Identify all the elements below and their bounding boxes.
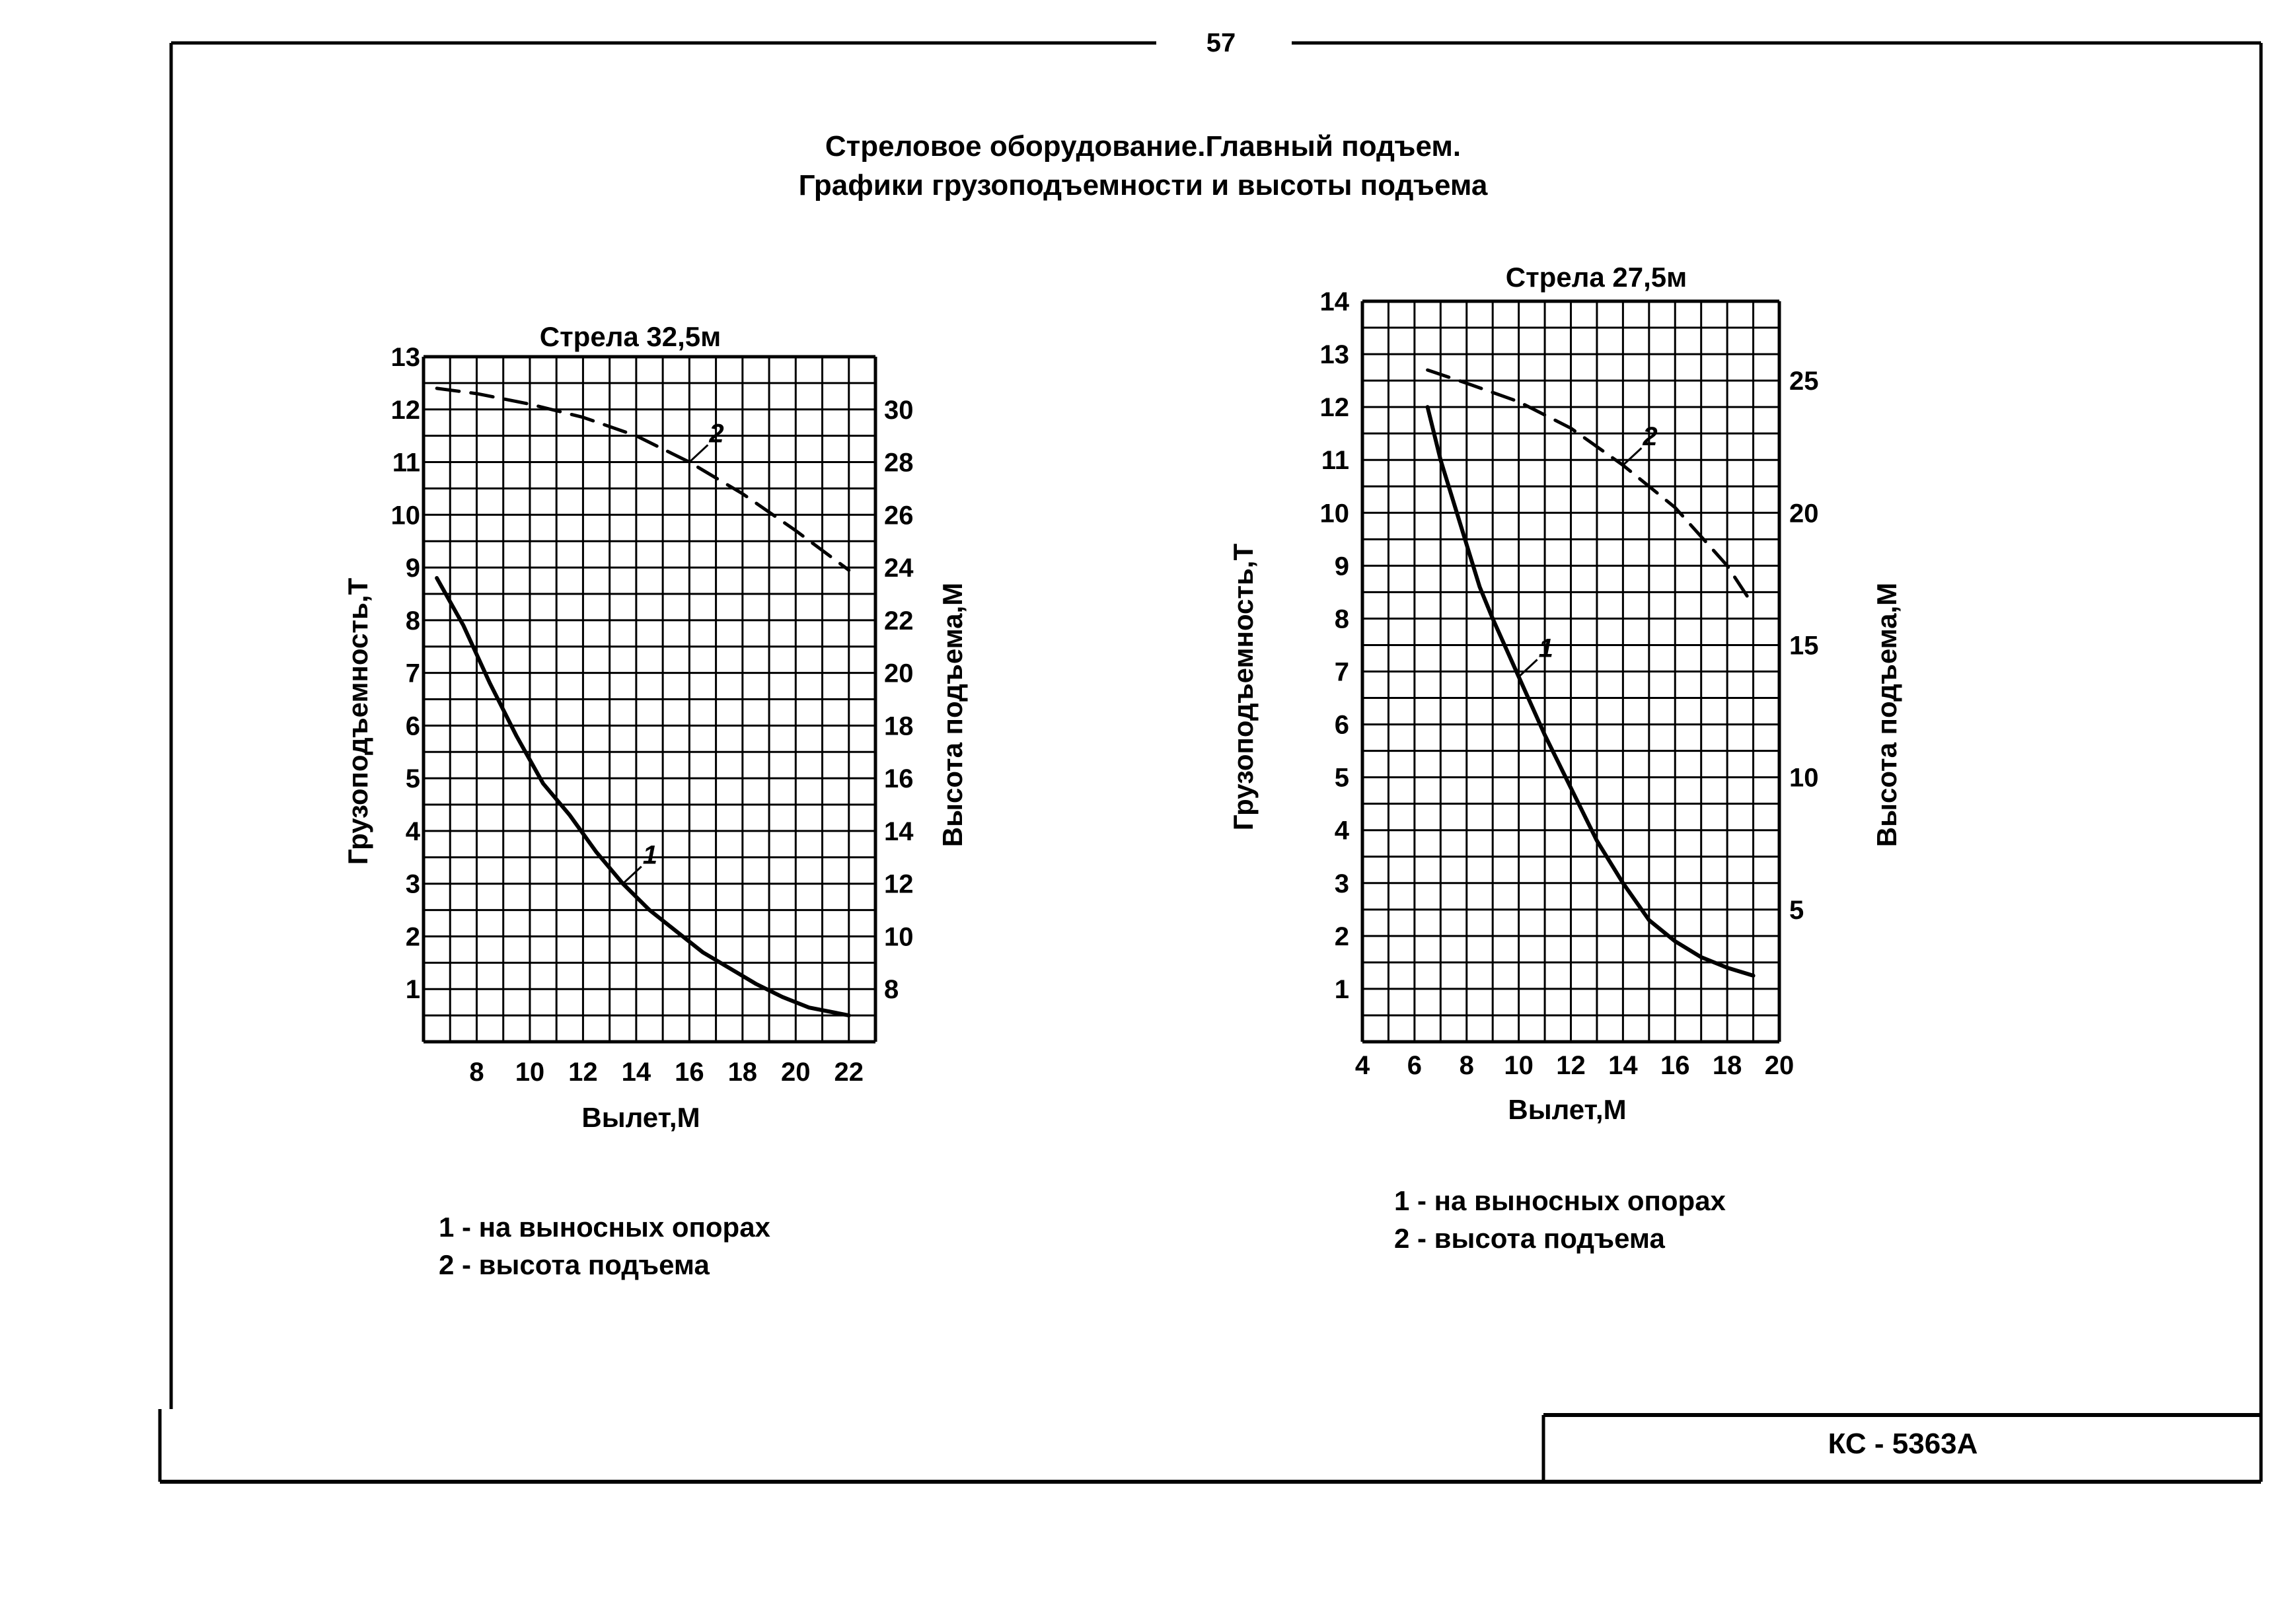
y-tick-label: 10 bbox=[1320, 499, 1350, 528]
chart-title: Стрела 27,5м bbox=[1506, 262, 1687, 293]
series-line-2 bbox=[1426, 368, 1756, 607]
chart-ticks: 4 6 8 10 12 14 16 18 201234567891011121314510152… bbox=[1320, 287, 1819, 1080]
series-label-1: 1 bbox=[1539, 634, 1553, 663]
x-tick-label: 10 bbox=[515, 1058, 545, 1087]
y2-tick-label: 10 bbox=[884, 922, 914, 951]
y2-tick-label: 28 bbox=[884, 449, 914, 478]
y2-tick-label: 20 bbox=[1789, 499, 1819, 528]
chart-series: 12 bbox=[435, 386, 851, 1018]
x-tick-label: 18 bbox=[728, 1058, 758, 1087]
y-tick-label: 3 bbox=[1335, 869, 1349, 898]
y-tick-label: 14 bbox=[1320, 287, 1350, 316]
series-label-2: 2 bbox=[708, 419, 723, 449]
y-tick-label: 8 bbox=[1335, 604, 1349, 634]
y-tick-label: 12 bbox=[391, 396, 421, 425]
legend-entry-1: 1 - на выносных опорах bbox=[1394, 1185, 1726, 1216]
y2-tick-label: 16 bbox=[884, 764, 914, 793]
y-tick-label: 7 bbox=[1335, 658, 1349, 687]
x-tick-label: 14 bbox=[622, 1058, 651, 1087]
x-tick-label: 20 bbox=[1765, 1051, 1795, 1080]
y-tick-label: 7 bbox=[406, 659, 420, 688]
series-label-2: 2 bbox=[1642, 422, 1657, 451]
series-label-leader bbox=[622, 865, 642, 885]
y-tick-label: 11 bbox=[1321, 446, 1349, 475]
x-tick-label: 8 bbox=[469, 1058, 484, 1087]
y2-tick-label: 18 bbox=[884, 711, 914, 741]
y2-axis-label: Высота подъема,М bbox=[937, 583, 968, 847]
chart-grid bbox=[1360, 299, 1781, 1044]
chart-series: 12 bbox=[1425, 368, 1756, 978]
y2-axis-label: Высота подъема,М bbox=[1871, 583, 1902, 847]
y-tick-label: 4 bbox=[1335, 817, 1350, 846]
x-tick-label: 12 bbox=[568, 1058, 598, 1087]
legend-entry-2: 2 - высота подъема bbox=[439, 1249, 710, 1280]
y-tick-label: 13 bbox=[1320, 340, 1350, 369]
y-tick-label: 5 bbox=[1335, 764, 1349, 793]
y-tick-label: 13 bbox=[391, 343, 421, 372]
page-title-line1: Стреловое оборудование.Главный подъем. bbox=[825, 130, 1461, 163]
y2-tick-label: 30 bbox=[884, 396, 914, 425]
x-tick-label: 12 bbox=[1556, 1051, 1586, 1080]
x-tick-label: 20 bbox=[781, 1058, 811, 1087]
y-tick-label: 2 bbox=[1335, 922, 1349, 951]
y2-tick-label: 8 bbox=[884, 975, 899, 1004]
y2-tick-label: 25 bbox=[1789, 367, 1819, 396]
y-tick-label: 1 bbox=[406, 975, 420, 1004]
y2-tick-label: 22 bbox=[884, 606, 914, 636]
chart-grid bbox=[422, 355, 877, 1044]
y-tick-label: 12 bbox=[1320, 393, 1350, 422]
x-axis-label: Вылет,М bbox=[1508, 1094, 1626, 1125]
x-tick-label: 8 bbox=[1460, 1051, 1474, 1080]
x-tick-label: 6 bbox=[1407, 1051, 1422, 1080]
y-tick-label: 6 bbox=[1335, 711, 1349, 740]
series-label-leader bbox=[688, 444, 709, 463]
y-tick-label: 1 bbox=[1335, 975, 1349, 1004]
series-label-1: 1 bbox=[643, 841, 657, 870]
y-tick-label: 3 bbox=[406, 870, 420, 899]
series-line-2 bbox=[435, 386, 851, 572]
x-tick-label: 22 bbox=[834, 1058, 864, 1087]
y-tick-label: 4 bbox=[406, 817, 421, 846]
series-label-leader bbox=[1518, 659, 1538, 678]
chart-boom-32-5: Стрела 32,5м 12 8 10 12 14 16 18 20 22123456789… bbox=[342, 321, 968, 1280]
y-axis-label: Грузоподъемность,Т bbox=[1228, 544, 1259, 831]
y2-tick-label: 12 bbox=[884, 870, 914, 899]
series-label-leader bbox=[1622, 447, 1643, 466]
y2-tick-label: 10 bbox=[1789, 764, 1819, 793]
y2-tick-label: 15 bbox=[1789, 631, 1819, 660]
x-tick-label: 16 bbox=[675, 1058, 704, 1087]
x-axis-label: Вылет,М bbox=[581, 1102, 700, 1133]
y-tick-label: 10 bbox=[391, 501, 421, 530]
x-tick-label: 14 bbox=[1608, 1051, 1638, 1080]
x-tick-label: 18 bbox=[1713, 1051, 1742, 1080]
legend-entry-1: 1 - на выносных опорах bbox=[439, 1212, 771, 1243]
legend-entry-2: 2 - высота подъема bbox=[1394, 1223, 1665, 1254]
y2-tick-label: 5 bbox=[1789, 896, 1804, 925]
series-line-1 bbox=[1425, 405, 1756, 978]
y2-tick-label: 20 bbox=[884, 659, 914, 688]
y2-tick-label: 26 bbox=[884, 501, 914, 530]
page-frame bbox=[158, 41, 2263, 1484]
y-tick-label: 5 bbox=[406, 764, 420, 793]
x-tick-label: 4 bbox=[1355, 1051, 1370, 1080]
y2-tick-label: 14 bbox=[884, 817, 914, 846]
y2-tick-label: 24 bbox=[884, 554, 914, 583]
y-tick-label: 11 bbox=[392, 449, 420, 478]
stamp-label: КС - 5363А bbox=[1828, 1428, 1978, 1460]
page-number: 57 bbox=[1206, 28, 1236, 57]
x-tick-label: 16 bbox=[1660, 1051, 1690, 1080]
page-title-line2: Графики грузоподъемности и высоты подъем… bbox=[799, 169, 1488, 201]
x-tick-label: 10 bbox=[1504, 1051, 1534, 1080]
chart-title: Стрела 32,5м bbox=[540, 321, 721, 352]
y-tick-label: 8 bbox=[406, 606, 420, 636]
y-tick-label: 2 bbox=[406, 922, 420, 951]
y-tick-label: 6 bbox=[406, 711, 420, 741]
y-axis-label: Грузоподъемность,Т bbox=[342, 578, 373, 865]
y-tick-label: 9 bbox=[406, 554, 420, 583]
series-line-1 bbox=[435, 576, 851, 1018]
y-tick-label: 9 bbox=[1335, 552, 1349, 581]
chart-ticks: 8 10 12 14 16 18 20 221234567891011121381012141… bbox=[391, 343, 914, 1087]
chart-boom-27-5: Стрела 27,5м 12 4 6 8 10 12 14 16 18 20123456789… bbox=[1228, 262, 1902, 1254]
